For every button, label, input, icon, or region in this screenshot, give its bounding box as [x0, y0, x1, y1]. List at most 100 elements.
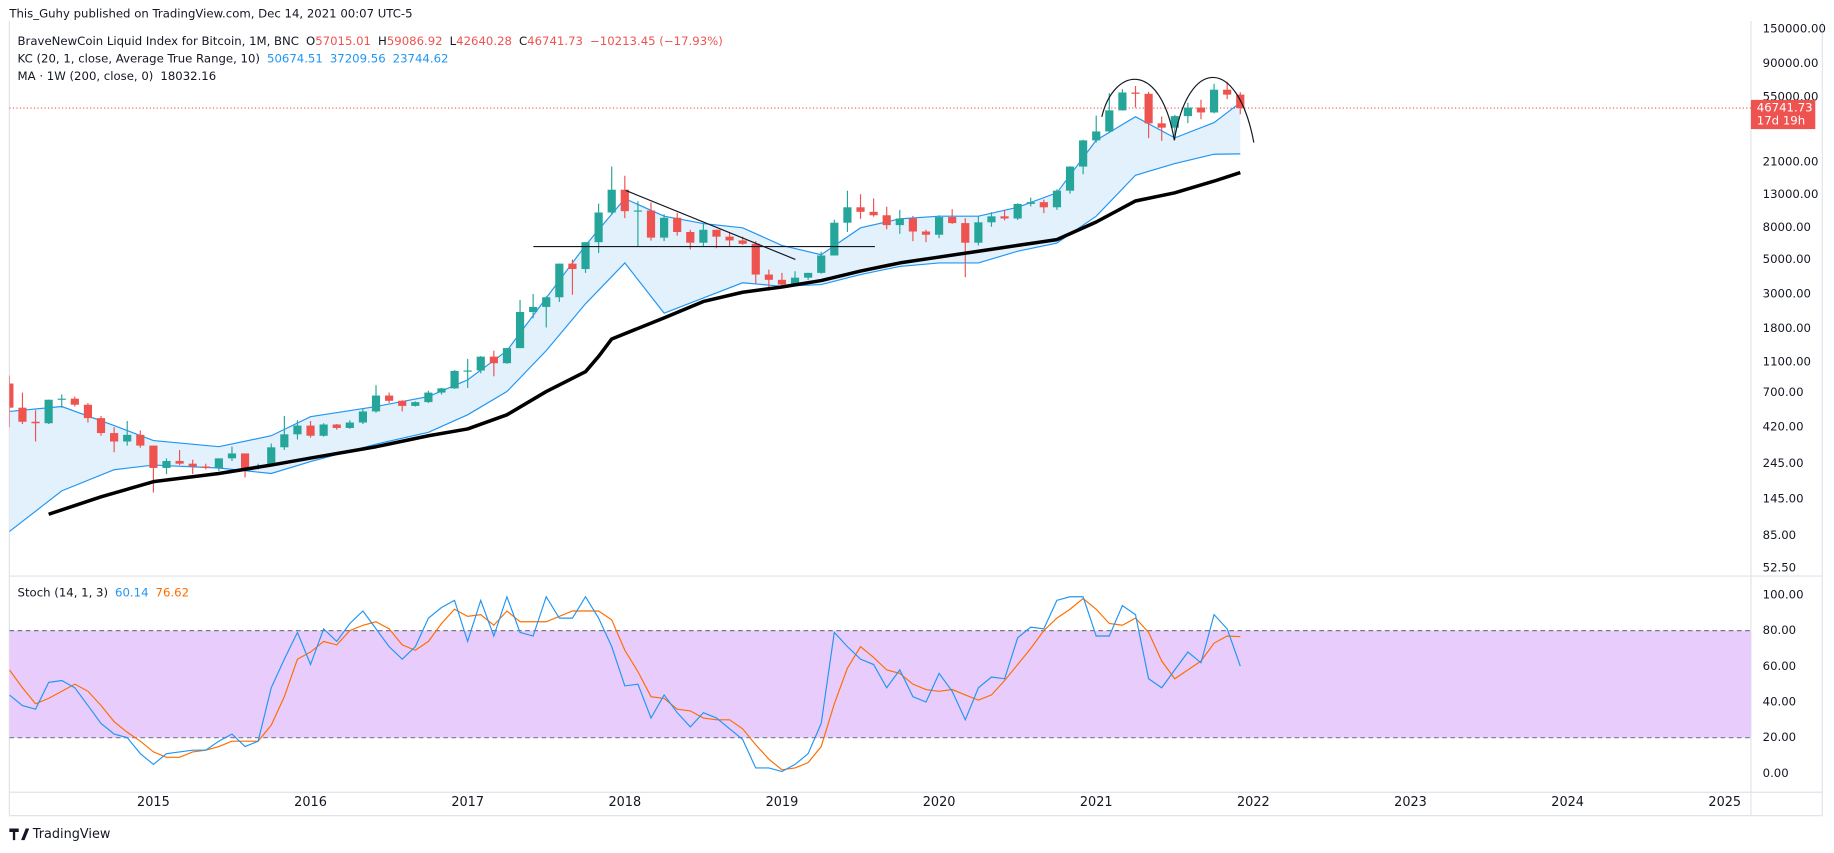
- price-label-box: [1750, 99, 1816, 130]
- candle-body: [895, 218, 904, 226]
- candle-body: [607, 189, 616, 213]
- stoch-band: [9, 630, 1751, 738]
- candle-body: [1170, 116, 1179, 128]
- candle-body: [542, 297, 551, 307]
- candle-body: [712, 229, 721, 237]
- stoch-label: Stoch (14, 1, 3): [18, 585, 108, 599]
- candle-body: [1000, 216, 1009, 219]
- ohlc-value: 46741.73: [527, 33, 583, 47]
- candle-body: [1157, 123, 1166, 128]
- logo-mark: [9, 828, 30, 841]
- candle-body: [869, 211, 878, 216]
- candle-body: [280, 434, 289, 448]
- candle-body: [306, 425, 315, 436]
- publish-header: This_Guhy published on TradingView.com, …: [8, 7, 412, 21]
- candle-body: [57, 398, 66, 400]
- candle-body: [764, 274, 773, 280]
- candle-body: [502, 348, 512, 364]
- candle-body: [961, 223, 970, 243]
- legend-ma: MA · 1W (200, close, 0) 18032.16: [18, 68, 217, 82]
- candle-body: [385, 395, 394, 401]
- candle-body: [686, 231, 695, 243]
- x-tick-label: 2021: [1080, 795, 1113, 810]
- footer-logo: TradingView: [9, 827, 110, 842]
- candle-body: [1196, 107, 1206, 113]
- candle-body: [319, 424, 328, 436]
- candle-body: [175, 460, 184, 464]
- change: −10213.45 (−17.93%): [590, 33, 723, 47]
- candle-body: [1105, 110, 1114, 132]
- candle-body: [633, 210, 642, 212]
- candle-body: [110, 433, 119, 442]
- candle-body: [1079, 140, 1088, 167]
- candle-body: [214, 458, 223, 468]
- x-tick-label: 2022: [1237, 795, 1270, 810]
- stoch-k-value: 60.14: [115, 585, 148, 599]
- candle-body: [1026, 202, 1035, 204]
- candle-body: [882, 215, 891, 226]
- stoch-k-line: [9, 594, 1241, 773]
- candle-body: [1118, 92, 1127, 111]
- legend-stoch: Stoch (14, 1, 3) 60.14 76.62: [18, 585, 189, 599]
- candle-body: [149, 445, 158, 468]
- candle-body: [18, 407, 27, 422]
- stoch-tick-label: 100.00: [1763, 587, 1804, 601]
- ohlc-value: 57015.01: [315, 33, 371, 47]
- candle-body: [1209, 89, 1219, 113]
- stoch-tick-label: 40.00: [1763, 694, 1796, 708]
- candle-body: [1013, 203, 1022, 219]
- candle-body: [267, 447, 276, 466]
- candle-body: [725, 236, 734, 241]
- x-tick-label: 2017: [451, 795, 484, 810]
- price-label: 46741.73: [1757, 101, 1813, 115]
- candle-body: [293, 425, 302, 435]
- candle-body: [227, 453, 237, 459]
- y-tick-label: 1100.00: [1763, 354, 1811, 368]
- kc-value: 23744.62: [393, 51, 449, 65]
- candle-body: [1223, 89, 1232, 95]
- x-tick-label: 2025: [1708, 795, 1741, 810]
- candle-body: [1065, 166, 1075, 191]
- candle-body: [240, 453, 250, 468]
- x-tick-label: 2015: [137, 795, 170, 810]
- x-tick-label: 2024: [1551, 795, 1584, 810]
- symbol: BraveNewCoin Liquid Index for Bitcoin, 1…: [18, 33, 299, 47]
- candle-body: [948, 217, 957, 224]
- candle-body: [371, 395, 381, 412]
- candle-body: [515, 312, 525, 349]
- ohlc-letter: H: [378, 33, 387, 47]
- y-tick-label: 3000.00: [1763, 287, 1811, 301]
- y-tick-label: 700.00: [1763, 385, 1804, 399]
- kc-value: 37209.56: [330, 51, 386, 65]
- ma-line: [48, 170, 1241, 516]
- footer-text: TradingView: [32, 827, 111, 842]
- candle-body: [476, 356, 485, 371]
- candle-body: [856, 207, 865, 212]
- candle-body: [162, 460, 171, 468]
- drawings: [533, 77, 1255, 260]
- candle-body: [1131, 92, 1140, 94]
- x-tick-label: 2023: [1394, 795, 1427, 810]
- trend-line: [625, 189, 796, 260]
- candle-body: [974, 222, 983, 243]
- candle-body: [659, 217, 669, 238]
- candle-body: [594, 212, 603, 243]
- candle-body: [332, 424, 341, 428]
- price-pane: [9, 81, 1751, 533]
- candle-body: [83, 404, 93, 419]
- y-tick-label: 245.00: [1763, 456, 1804, 470]
- candle-body: [489, 356, 498, 364]
- candle-body: [987, 216, 996, 223]
- candle-body: [411, 402, 420, 406]
- candle-body: [450, 370, 459, 389]
- candle-body: [96, 418, 106, 434]
- y-tick-label: 5000.00: [1763, 252, 1811, 266]
- candle-body: [70, 398, 79, 405]
- candle-body: [790, 277, 800, 285]
- candle-body: [437, 388, 446, 393]
- ohlc-letter: L: [450, 33, 457, 47]
- candle-body: [424, 392, 433, 403]
- y-tick-label: 420.00: [1763, 420, 1804, 434]
